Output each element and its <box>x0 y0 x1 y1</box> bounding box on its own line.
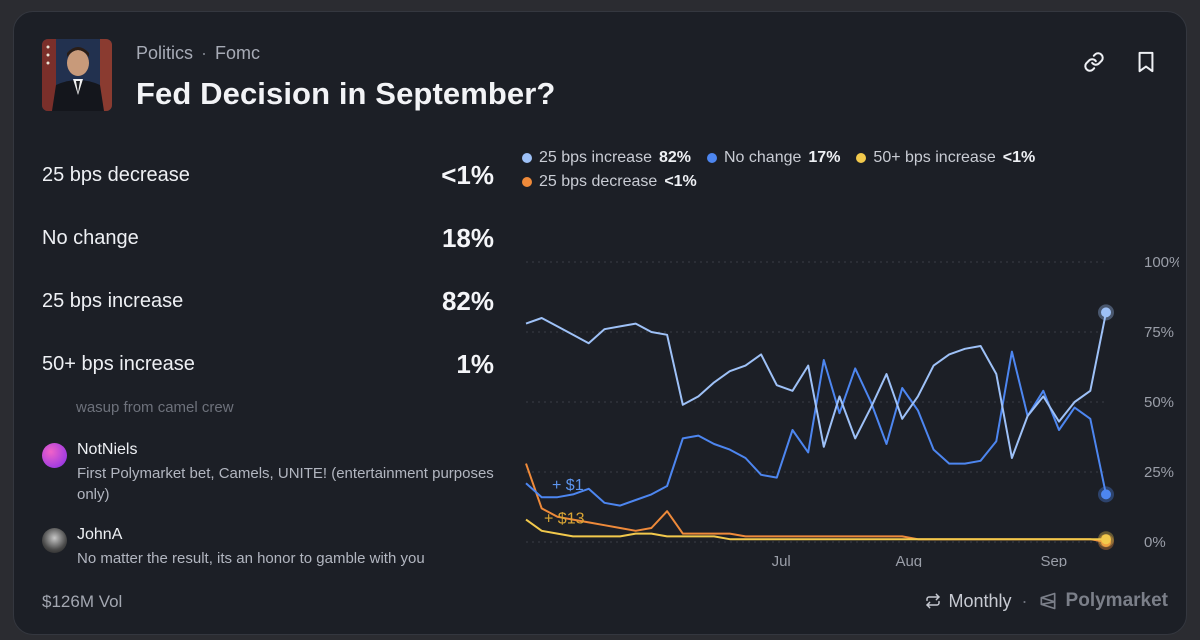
y-tick-label: 25% <box>1144 464 1174 481</box>
outcome-row[interactable]: No change 18% <box>42 207 494 270</box>
series-line <box>525 350 1107 507</box>
legend-value: <1% <box>1002 149 1036 166</box>
interval-label: Monthly <box>948 590 1012 611</box>
legend-dot <box>856 153 867 163</box>
outcome-probability: <1% <box>441 160 494 190</box>
comment-author[interactable]: JohnA <box>77 526 123 543</box>
series-line <box>525 518 1106 541</box>
trade-annotation: + $13 <box>544 511 585 528</box>
copy-link-button[interactable] <box>1080 48 1108 76</box>
legend-item[interactable]: 50+ bps increase <1% <box>856 149 1035 167</box>
legend-dot <box>522 153 532 163</box>
avatar[interactable] <box>42 443 67 468</box>
breadcrumb: Politics · Fomc <box>136 43 260 64</box>
subcategory-link[interactable]: Fomc <box>215 43 261 63</box>
chart-legend: 25 bps increase 82% No change 17% 50+ bp… <box>522 149 1142 191</box>
y-tick-label: 50% <box>1144 394 1174 411</box>
outcome-probability: 18% <box>441 223 494 253</box>
bookmark-icon <box>1138 51 1154 73</box>
market-card: Politics · Fomc Fed Decision in Septembe… <box>13 11 1187 635</box>
legend-name: 25 bps decrease <box>539 173 658 190</box>
footer-separator: · <box>1021 590 1028 611</box>
series-line <box>525 312 1107 459</box>
comment-author[interactable]: NotNiels <box>77 441 138 458</box>
legend-item[interactable]: 25 bps decrease <1% <box>522 173 697 191</box>
comment-body: First Polymarket bet, Camels, UNITE! (en… <box>77 465 494 503</box>
polymarket-logo-icon <box>1040 592 1056 610</box>
outcome-probability: 1% <box>456 349 494 379</box>
x-tick-label: Sep <box>1040 553 1067 567</box>
legend-item[interactable]: No change 17% <box>707 149 840 167</box>
brand-name: Polymarket <box>1065 590 1168 611</box>
legend-value: 17% <box>808 149 841 166</box>
x-tick-label: Aug <box>895 553 922 567</box>
series-end-point <box>1101 534 1111 545</box>
footer-controls: Monthly · Polymarket <box>925 590 1168 612</box>
outcome-row[interactable]: 50+ bps increase 1% <box>42 333 494 396</box>
series-end-point <box>1101 307 1111 318</box>
legend-value: <1% <box>664 173 697 190</box>
header-actions <box>1080 48 1160 76</box>
legend-dot <box>522 177 532 187</box>
brand-link[interactable]: Polymarket <box>1038 590 1168 612</box>
faded-comment-text: wasup from camel crew <box>76 400 234 416</box>
outcome-list: 25 bps decrease <1% No change 18% 25 bps… <box>42 144 494 396</box>
comment-body: No matter the result, its an honor to ga… <box>77 550 425 567</box>
legend-item[interactable]: 25 bps increase 82% <box>522 149 691 167</box>
trade-annotation: + $1 <box>552 477 584 494</box>
bookmark-button[interactable] <box>1132 48 1160 76</box>
market-thumbnail[interactable] <box>42 39 112 111</box>
comment-item: JohnA No matter the result, its an honor… <box>42 526 494 569</box>
link-icon <box>1084 52 1104 72</box>
outcome-label: 25 bps increase <box>42 290 184 312</box>
y-tick-label: 0% <box>1144 534 1166 551</box>
legend-name: 50+ bps increase <box>873 149 996 166</box>
comment-item: NotNiels First Polymarket bet, Camels, U… <box>42 441 494 505</box>
comment-feed[interactable]: wasup from camel crew NotNiels First Pol… <box>42 400 494 580</box>
volume-label: $126M Vol <box>42 592 123 611</box>
outcome-label: No change <box>42 227 139 249</box>
market-title: Fed Decision in September? <box>136 76 556 111</box>
outcome-probability: 82% <box>441 286 494 316</box>
interval-toggle[interactable]: Monthly <box>925 591 1012 612</box>
outcome-label: 25 bps decrease <box>42 164 190 186</box>
price-history-chart[interactable]: 100% 75% 50% 25% 0% Jul Aug Sep + $1 + $13 <box>514 237 1179 567</box>
outcome-label: 50+ bps increase <box>42 353 195 375</box>
series-line <box>525 463 1107 543</box>
avatar[interactable] <box>42 528 67 553</box>
x-tick-label: Jul <box>772 553 791 567</box>
legend-name: 25 bps increase <box>539 149 652 166</box>
repeat-icon <box>925 593 940 609</box>
category-link[interactable]: Politics <box>136 43 194 63</box>
breadcrumb-separator: · <box>201 43 208 63</box>
outcome-row[interactable]: 25 bps decrease <1% <box>42 144 494 207</box>
legend-dot <box>707 153 717 163</box>
legend-name: No change <box>724 149 802 166</box>
y-tick-label: 75% <box>1144 324 1174 341</box>
legend-value: 82% <box>658 149 691 166</box>
outcome-row[interactable]: 25 bps increase 82% <box>42 270 494 333</box>
series-end-point <box>1101 489 1111 500</box>
y-tick-label: 100% <box>1144 254 1179 271</box>
